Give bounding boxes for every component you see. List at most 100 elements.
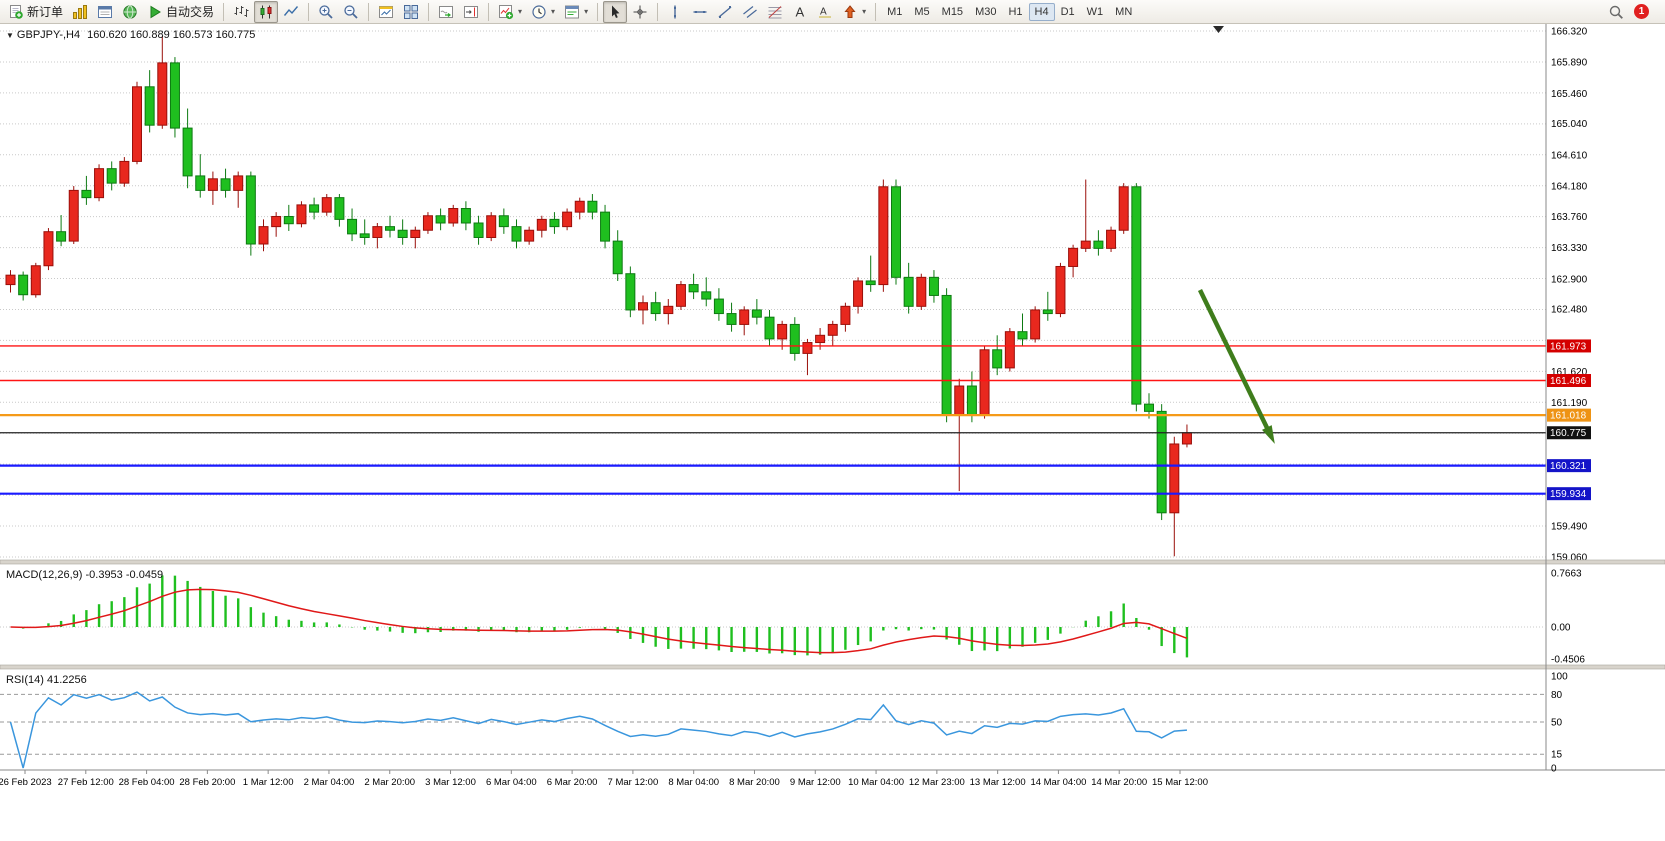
- auto-scroll-icon: [439, 5, 454, 18]
- svg-text:A: A: [796, 4, 805, 19]
- svg-text:50: 50: [1551, 718, 1563, 729]
- chart-canvas[interactable]: 166.320 165.890 165.460 165.040 164.610 164.1…: [0, 24, 1665, 841]
- svg-text:9 Mar 12:00: 9 Mar 12:00: [790, 777, 841, 788]
- channel-icon: [743, 5, 757, 18]
- toolbar-separator: [488, 2, 490, 21]
- candlestick-chart-icon: [260, 5, 272, 18]
- horizontal-line-button[interactable]: [688, 1, 712, 23]
- text-icon: A: [796, 4, 805, 19]
- timeframe-h1-button[interactable]: H1: [1002, 3, 1028, 21]
- svg-text:80: 80: [1551, 690, 1563, 701]
- timeframe-d1-button[interactable]: D1: [1055, 3, 1081, 21]
- toolbar-right: 1: [1608, 4, 1661, 20]
- zoom-in-button[interactable]: [314, 1, 338, 23]
- trendline-icon: [718, 5, 732, 18]
- svg-text:161.973: 161.973: [1550, 341, 1587, 352]
- templates-button[interactable]: ▾: [560, 1, 592, 23]
- toolbar-separator: [875, 2, 877, 21]
- svg-text:165.460: 165.460: [1551, 89, 1588, 100]
- candlestick-chart-button[interactable]: [254, 0, 279, 23]
- dropdown-arrow-icon: ▾: [551, 7, 556, 16]
- svg-text:160.321: 160.321: [1550, 461, 1587, 472]
- svg-text:166.320: 166.320: [1551, 27, 1588, 38]
- text-button[interactable]: A: [788, 1, 812, 23]
- svg-text:1 Mar 12:00: 1 Mar 12:00: [243, 777, 294, 788]
- toolbar-separator: [657, 2, 659, 21]
- timeframe-h4-button[interactable]: H4: [1028, 2, 1055, 21]
- market-watch-icon: [73, 4, 88, 19]
- toolbar-separator: [368, 2, 370, 21]
- dropdown-arrow-icon: ▾: [584, 7, 589, 16]
- svg-text:8 Mar 04:00: 8 Mar 04:00: [668, 777, 719, 788]
- svg-text:6 Mar 20:00: 6 Mar 20:00: [547, 777, 598, 788]
- trendline-button[interactable]: [713, 1, 737, 23]
- text-label-icon: A: [819, 6, 832, 17]
- notification-badge[interactable]: 1: [1634, 4, 1649, 19]
- timeframe-m5-button[interactable]: M5: [908, 3, 935, 21]
- autotrading-button[interactable]: 自动交易: [143, 1, 218, 23]
- new-order-icon: [10, 4, 23, 19]
- macd-main-value: -0.3953: [85, 569, 123, 581]
- svg-text:13 Mar 12:00: 13 Mar 12:00: [970, 777, 1026, 788]
- timeframe-m15-button[interactable]: M15: [936, 3, 969, 21]
- svg-text:0.00: 0.00: [1551, 623, 1571, 634]
- timeframe-m30-button[interactable]: M30: [969, 3, 1002, 21]
- symbol-dropdown-icon[interactable]: ▼: [6, 31, 14, 40]
- chart-header: ▼ GBPJPY-,H4 160.620 160.889 160.573 160.7…: [6, 29, 255, 41]
- market-watch-button[interactable]: [68, 1, 92, 23]
- bar-chart-button[interactable]: [229, 1, 253, 23]
- autotrade-play-icon: [150, 5, 161, 18]
- data-window-button[interactable]: [93, 1, 117, 23]
- bar-chart-icon: [234, 5, 249, 17]
- svg-text:14 Mar 20:00: 14 Mar 20:00: [1091, 777, 1147, 788]
- svg-text:3 Mar 12:00: 3 Mar 12:00: [425, 777, 476, 788]
- text-label-button[interactable]: A: [813, 1, 837, 23]
- new-order-button[interactable]: 新订单: [4, 1, 67, 23]
- vertical-line-button[interactable]: [663, 1, 687, 23]
- chart-ohlc-values: 160.620 160.889 160.573 160.775: [87, 29, 256, 41]
- toolbar-separator: [308, 2, 310, 21]
- timeframe-mn-button[interactable]: MN: [1109, 3, 1138, 21]
- vertical-line-icon: [674, 5, 677, 18]
- new-chart-icon: [379, 5, 394, 18]
- periods-button[interactable]: ▾: [527, 1, 559, 23]
- cursor-button[interactable]: [603, 0, 628, 23]
- svg-text:159.060: 159.060: [1551, 553, 1588, 564]
- svg-text:28 Feb 04:00: 28 Feb 04:00: [119, 777, 175, 788]
- svg-text:28 Feb 20:00: 28 Feb 20:00: [179, 777, 235, 788]
- arrows-shapes-button[interactable]: ▾: [838, 1, 870, 23]
- clock-icon: [532, 4, 546, 19]
- svg-text:161.496: 161.496: [1550, 376, 1587, 387]
- line-chart-button[interactable]: [279, 1, 303, 23]
- auto-scroll-button[interactable]: [434, 1, 458, 23]
- svg-text:163.330: 163.330: [1551, 243, 1588, 254]
- svg-text:100: 100: [1551, 672, 1568, 683]
- fibonacci-button[interactable]: [763, 1, 787, 23]
- arrow-shape-icon: [844, 4, 856, 18]
- macd-indicator-label: MACD(12,26,9) -0.3953 -0.0459: [6, 569, 163, 581]
- timeframe-w1-button[interactable]: W1: [1081, 3, 1110, 21]
- svg-text:161.018: 161.018: [1550, 411, 1587, 422]
- indicators-button[interactable]: ▾: [494, 1, 526, 23]
- macd-name: MACD(12,26,9): [6, 569, 83, 581]
- tile-windows-button[interactable]: [399, 1, 423, 23]
- navigator-button[interactable]: [118, 1, 142, 23]
- svg-text:7 Mar 12:00: 7 Mar 12:00: [608, 777, 659, 788]
- channel-button[interactable]: [738, 1, 762, 23]
- svg-text:14 Mar 04:00: 14 Mar 04:00: [1030, 777, 1086, 788]
- chart-shift-icon: [464, 5, 479, 18]
- search-icon[interactable]: [1608, 4, 1624, 20]
- line-chart-icon: [283, 5, 299, 16]
- svg-text:15: 15: [1551, 750, 1563, 761]
- svg-text:165.040: 165.040: [1551, 119, 1588, 130]
- dropdown-arrow-icon: ▾: [862, 7, 867, 16]
- timeframe-m1-button[interactable]: M1: [881, 3, 908, 21]
- rsi-indicator-label: RSI(14) 41.2256: [6, 674, 87, 686]
- crosshair-icon: [633, 5, 647, 18]
- chart-shift-button[interactable]: [459, 1, 483, 23]
- svg-text:159.934: 159.934: [1550, 489, 1587, 500]
- svg-text:160.775: 160.775: [1550, 428, 1587, 439]
- zoom-out-button[interactable]: [339, 1, 363, 23]
- crosshair-button[interactable]: [628, 1, 652, 23]
- new-chart-button[interactable]: [374, 1, 398, 23]
